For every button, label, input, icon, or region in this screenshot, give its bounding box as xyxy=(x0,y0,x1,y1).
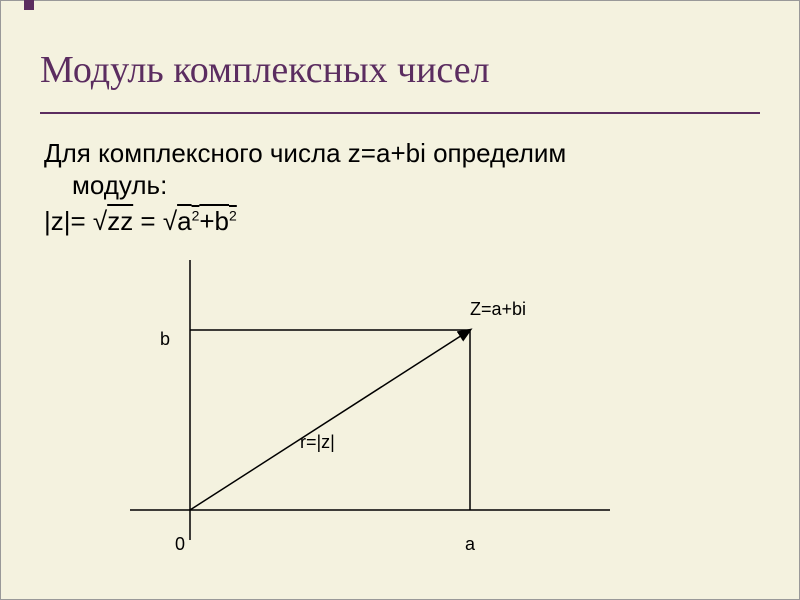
lhs: |z|= √ xyxy=(44,206,107,236)
sup2: 2 xyxy=(229,207,237,223)
label-origin: 0 xyxy=(175,534,185,554)
bullet-icon xyxy=(24,0,34,10)
title-underline xyxy=(40,112,760,114)
label-Z: Z=a+bi xyxy=(470,299,526,319)
zz-overline: zz xyxy=(107,206,133,236)
body-line2: |z|= √zz = √a2+b2 xyxy=(44,206,237,237)
vector-r xyxy=(190,330,470,510)
a: a xyxy=(177,206,191,236)
rhs-overline: a2+b2 xyxy=(177,206,237,236)
label-a: a xyxy=(465,534,476,554)
plusb: +b xyxy=(199,206,229,236)
eq: = √ xyxy=(133,206,177,236)
label-r: r=|z| xyxy=(300,432,335,452)
body-line1b: модуль: xyxy=(72,170,167,201)
modulus-diagram: Z=a+bi b r=|z| 0 a xyxy=(90,260,710,570)
slide-title: Модуль комплексных чисел xyxy=(40,48,490,92)
label-b: b xyxy=(160,329,170,349)
body-line1a: Для комплексного числа z=a+bi определим xyxy=(44,138,566,169)
